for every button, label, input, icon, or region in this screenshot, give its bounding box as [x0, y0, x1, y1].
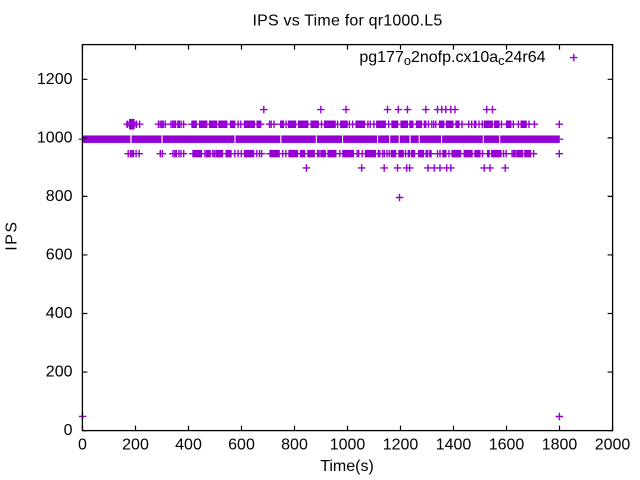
svg-text:1400: 1400 — [436, 437, 472, 454]
svg-text:400: 400 — [46, 305, 73, 322]
svg-text:1200: 1200 — [37, 71, 73, 88]
svg-text:Time(s): Time(s) — [320, 458, 374, 475]
svg-text:200: 200 — [46, 364, 73, 381]
svg-text:pg177o2nofp.cx10ac24r64: pg177o2nofp.cx10ac24r64 — [359, 49, 545, 68]
svg-text:0: 0 — [64, 422, 73, 439]
svg-text:1000: 1000 — [330, 437, 366, 454]
svg-text:400: 400 — [175, 437, 202, 454]
svg-text:600: 600 — [46, 247, 73, 264]
svg-text:800: 800 — [46, 188, 73, 205]
svg-text:IPS: IPS — [4, 220, 21, 250]
svg-text:600: 600 — [228, 437, 255, 454]
svg-text:800: 800 — [281, 437, 308, 454]
svg-text:1200: 1200 — [383, 437, 419, 454]
svg-text:IPS vs Time for qr1000.L5: IPS vs Time for qr1000.L5 — [253, 12, 443, 29]
svg-text:2000: 2000 — [595, 437, 631, 454]
svg-text:0: 0 — [78, 437, 87, 454]
svg-text:1800: 1800 — [542, 437, 578, 454]
svg-text:1000: 1000 — [37, 130, 73, 147]
svg-text:200: 200 — [122, 437, 149, 454]
svg-text:1600: 1600 — [489, 437, 525, 454]
